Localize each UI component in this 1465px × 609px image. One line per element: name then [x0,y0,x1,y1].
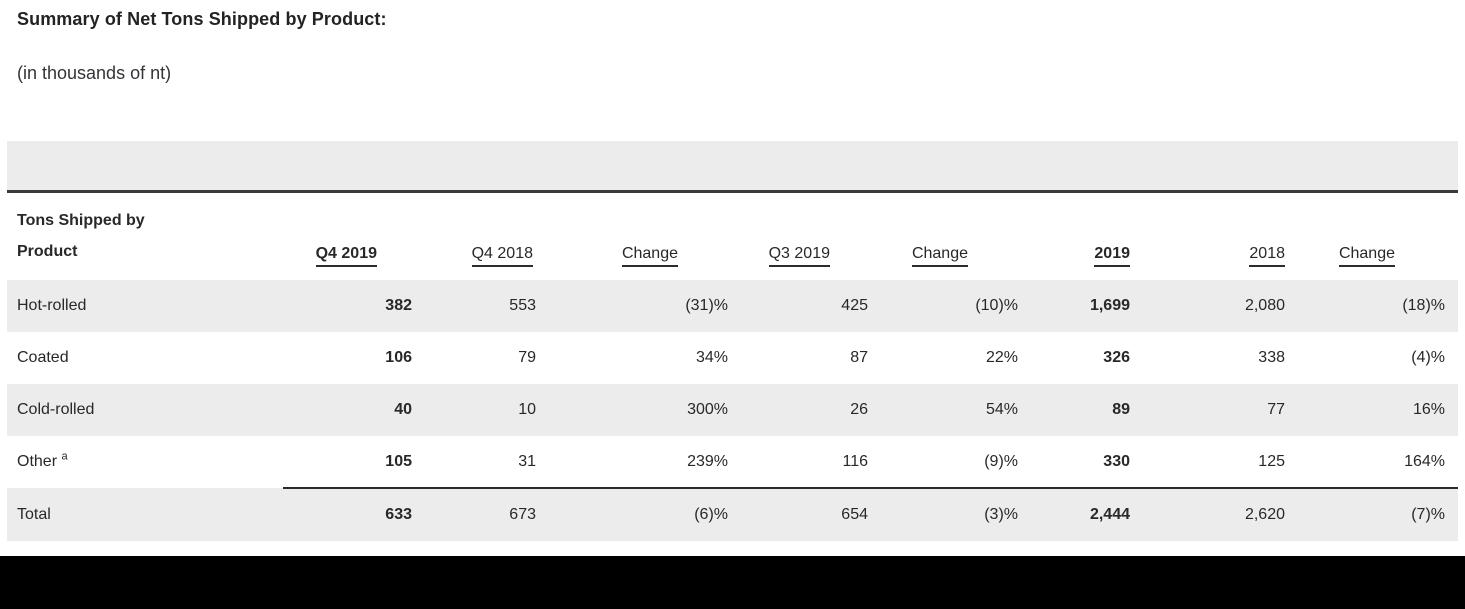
table-top-band [7,141,1458,193]
table-row-hot-rolled: Hot-rolled 382 553 (31)% 425 (10)% 1,699… [7,280,1458,332]
table-row-cold-rolled: Cold-rolled 40 10 300% 26 54% 89 77 16% [7,384,1458,436]
row-label: Coated [7,332,283,384]
cell-q4-2018: 553 [417,280,541,332]
cell-2019: 2,444 [1023,487,1135,541]
row-header-tons-shipped-by-product: Tons Shipped by Product [7,196,283,280]
cell-change-q3: (3)% [873,487,1023,541]
col-header-2019: 2019 [1023,196,1135,280]
cell-q3-2019: 425 [733,280,873,332]
bottom-black-bar [0,556,1465,609]
cell-2019: 330 [1023,436,1135,488]
table-row-other: Other a 105 31 239% 116 (9)% 330 125 164… [7,436,1458,488]
cell-q4-2018: 31 [417,436,541,488]
cell-change-q3: (10)% [873,280,1023,332]
col-header-2018: 2018 [1135,196,1290,280]
col-header-q4-2018: Q4 2018 [417,196,541,280]
cell-q4-2019: 106 [283,332,417,384]
row-label: Hot-rolled [7,280,283,332]
row-label: Total [7,488,283,541]
cell-2018: 77 [1135,384,1290,436]
footnote-marker: a [61,450,68,463]
units-note: (in thousands of nt) [17,63,172,83]
cell-q4-2018: 79 [417,332,541,384]
cell-change-q4: 34% [541,332,733,384]
cell-2019: 326 [1023,332,1135,384]
row-header-line2: Product [17,242,78,260]
cell-2018: 338 [1135,332,1290,384]
cell-2019: 1,699 [1023,280,1135,332]
cell-change-q3: (9)% [873,436,1023,488]
cell-change-q4: (6)% [541,487,733,541]
row-label: Cold-rolled [7,384,283,436]
col-header-change-q3: Change [873,196,1023,280]
cell-q4-2019: 105 [283,436,417,488]
cell-2019: 89 [1023,384,1135,436]
cell-q3-2019: 116 [733,436,873,488]
cell-2018: 125 [1135,436,1290,488]
cell-change-fy: 164% [1290,436,1458,488]
cell-change-q4: 239% [541,436,733,488]
cell-change-fy: (4)% [1290,332,1458,384]
table-row-coated: Coated 106 79 34% 87 22% 326 338 (4)% [7,332,1458,384]
col-header-q3-2019: Q3 2019 [733,196,873,280]
cell-change-fy: 16% [1290,384,1458,436]
col-header-change-fy: Change [1290,196,1458,280]
cell-q4-2019: 40 [283,384,417,436]
cell-q3-2019: 26 [733,384,873,436]
tons-shipped-table: Tons Shipped by Product Q4 2019 Q4 2018 … [7,196,1458,541]
table-header-row: Tons Shipped by Product Q4 2019 Q4 2018 … [7,196,1458,280]
cell-q3-2019: 654 [733,487,873,541]
cell-change-q3: 22% [873,332,1023,384]
col-header-change-q4: Change [541,196,733,280]
cell-q4-2019: 633 [283,487,417,541]
cell-change-q4: 300% [541,384,733,436]
cell-2018: 2,080 [1135,280,1290,332]
cell-change-q3: 54% [873,384,1023,436]
cell-q4-2018: 10 [417,384,541,436]
cell-q3-2019: 87 [733,332,873,384]
cell-2018: 2,620 [1135,487,1290,541]
row-header-line1: Tons Shipped by [17,212,145,230]
cell-q4-2018: 673 [417,487,541,541]
col-header-q4-2019: Q4 2019 [283,196,417,280]
cell-change-fy: (7)% [1290,487,1458,541]
row-label: Other a [7,436,283,488]
table-row-total: Total 633 673 (6)% 654 (3)% 2,444 2,620 … [7,487,1458,541]
cell-change-q4: (31)% [541,280,733,332]
page-title: Summary of Net Tons Shipped by Product: [17,9,387,29]
cell-change-fy: (18)% [1290,280,1458,332]
cell-q4-2019: 382 [283,280,417,332]
